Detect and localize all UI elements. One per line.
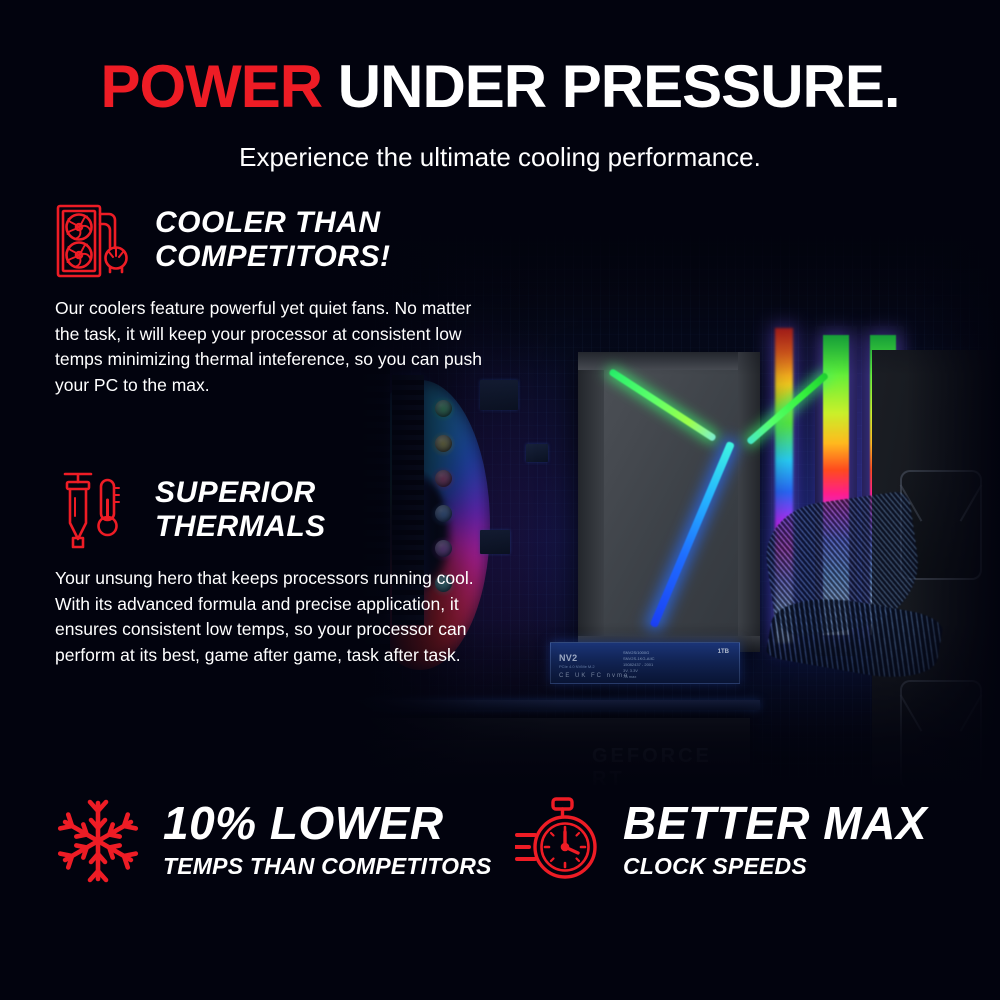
mosfet-chip xyxy=(526,444,548,462)
headline-rest: UNDER PRESSURE. xyxy=(322,53,901,120)
cpu-cooler-block xyxy=(578,352,830,652)
ssd-brand-label: NV2 xyxy=(559,653,578,663)
cooler-bevel-top xyxy=(578,352,760,370)
stat-block-lower-temps: 10% LOWER TEMPS THAN COMPETITORS xyxy=(55,795,492,887)
cooler-bevel-right xyxy=(738,352,760,652)
aio-liquid-cooler-icon xyxy=(55,200,135,282)
stat-headline: 10% LOWER xyxy=(163,797,444,849)
feature-body-text: Our coolers feature powerful yet quiet f… xyxy=(55,298,483,396)
page-headline: POWER UNDER PRESSURE. xyxy=(0,52,1000,121)
feature-title: COOLER THAN COMPETITORS! xyxy=(155,206,391,273)
page-subheadline: Experience the ultimate cooling performa… xyxy=(239,142,761,172)
gpu-shroud: GEFORCE RT xyxy=(330,718,750,790)
capacitor-glow xyxy=(430,431,456,457)
ssd-capacity-label: 1TB xyxy=(717,649,729,655)
stat-text: BETTER MAX CLOCK SPEEDS xyxy=(623,800,927,882)
nvme-ssd: NV2 PCIe 4.0 NVMe M.2 SNV2S/1000G SNV2S-… xyxy=(550,642,740,684)
feature-header: SUPERIOR THERMALS xyxy=(55,470,535,552)
stat-subline: TEMPS THAN COMPETITORS xyxy=(163,853,492,879)
cooler-rgb-stem xyxy=(649,440,735,629)
feature-block-superior-thermals: SUPERIOR THERMALS Your unsung hero that … xyxy=(55,470,535,669)
cooler-bevel-left xyxy=(578,352,604,652)
stat-text: 10% LOWER TEMPS THAN COMPETITORS xyxy=(163,800,492,882)
feature-body-text: Your unsung hero that keeps processors r… xyxy=(55,568,474,666)
stat-headline: BETTER MAX xyxy=(623,797,927,849)
snowflake-icon xyxy=(55,795,141,887)
stat-subline: CLOCK SPEEDS xyxy=(623,853,807,879)
panel-vent xyxy=(900,680,982,790)
stat-block-clock-speeds: BETTER MAX CLOCK SPEEDS xyxy=(513,795,927,887)
feature-title: SUPERIOR THERMALS xyxy=(155,476,326,543)
capacitor-glow xyxy=(430,396,456,422)
thermal-paste-syringe-icon xyxy=(55,470,135,552)
gpu-model-label: GEFORCE RT xyxy=(592,745,712,790)
stopwatch-icon xyxy=(513,795,601,887)
headline-highlight: POWER xyxy=(100,53,323,120)
cooler-rgb-arm-left xyxy=(608,368,717,442)
feature-block-cooler-than-competitors: COOLER THAN COMPETITORS! Our coolers fea… xyxy=(55,200,535,399)
feature-header: COOLER THAN COMPETITORS! xyxy=(55,200,535,282)
ssd-sub-label: PCIe 4.0 NVMe M.2 xyxy=(559,664,595,669)
pcie-slot xyxy=(330,700,760,710)
ssd-certification-marks: CE UK FC nvme xyxy=(559,673,630,679)
